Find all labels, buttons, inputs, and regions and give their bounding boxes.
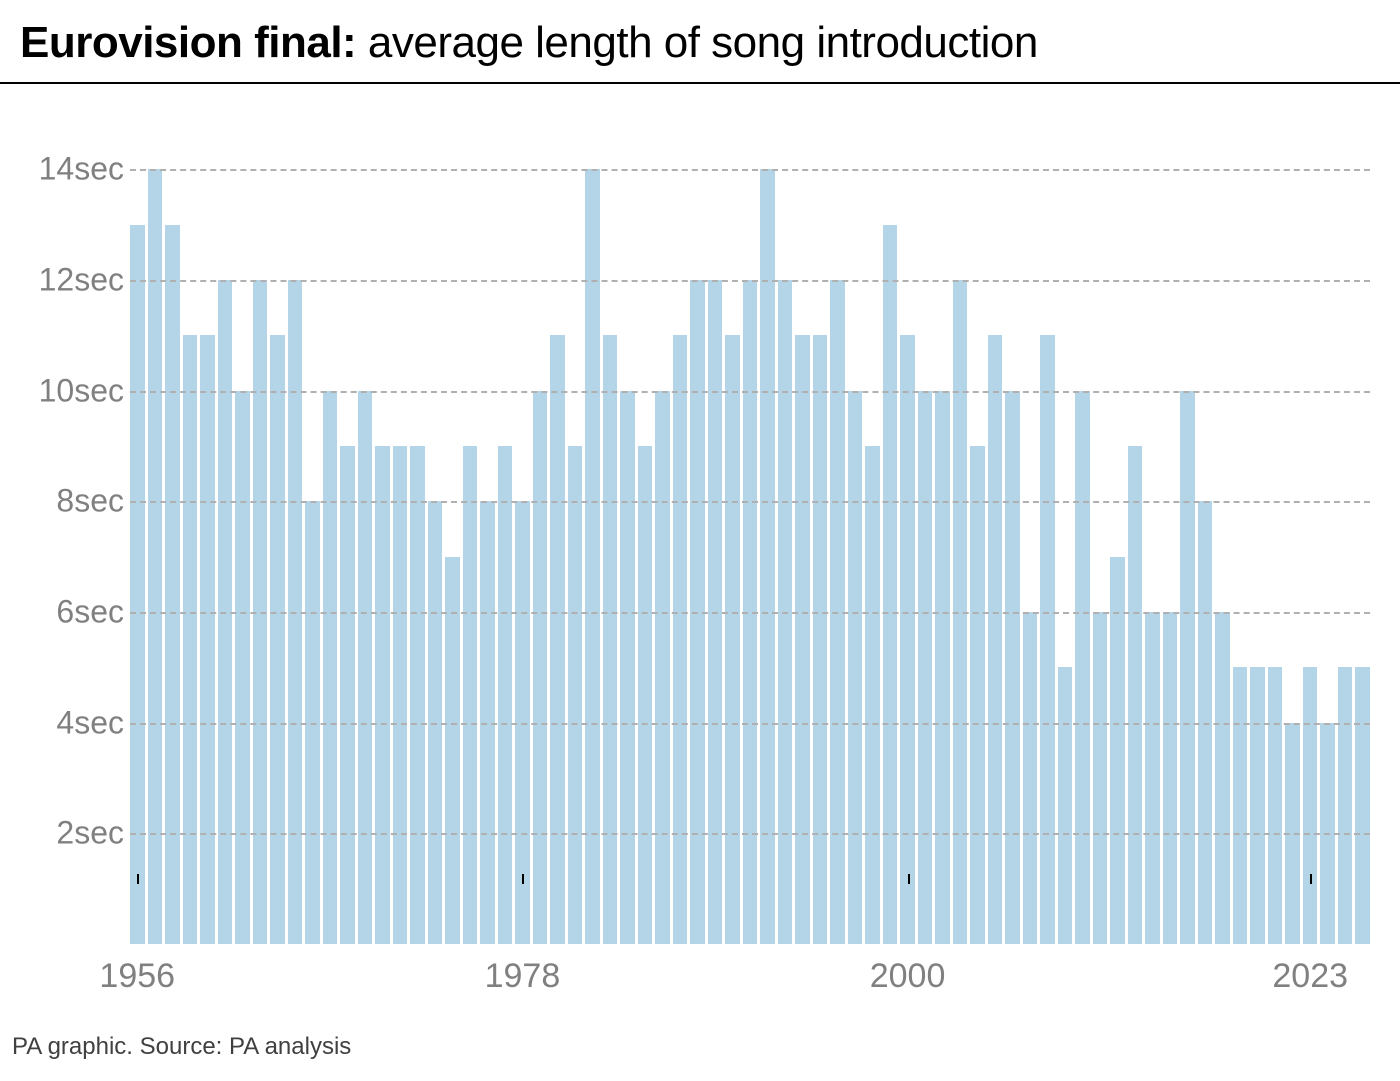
y-axis-label: 14sec xyxy=(39,151,124,188)
gridline xyxy=(130,612,1370,614)
bar xyxy=(918,391,933,944)
x-tick xyxy=(137,874,139,884)
gridline xyxy=(130,280,1370,282)
bar xyxy=(1355,667,1370,944)
bar xyxy=(323,391,338,944)
gridline xyxy=(130,833,1370,835)
bar xyxy=(655,391,670,944)
bar xyxy=(1093,612,1108,944)
x-axis xyxy=(130,874,1370,884)
bar xyxy=(638,446,653,944)
plot-area xyxy=(130,114,1370,944)
bar xyxy=(340,446,355,944)
bar xyxy=(393,446,408,944)
title-bold: Eurovision final: xyxy=(20,18,356,67)
bar xyxy=(183,335,198,944)
bar xyxy=(1338,667,1353,944)
bar xyxy=(603,335,618,944)
bar xyxy=(1075,391,1090,944)
gridline xyxy=(130,501,1370,503)
bar xyxy=(410,446,425,944)
bar xyxy=(620,391,635,944)
bar xyxy=(1023,612,1038,944)
bars-container xyxy=(130,114,1370,944)
x-axis-label: 2023 xyxy=(1272,957,1348,996)
bar xyxy=(585,169,600,944)
bar xyxy=(1005,391,1020,944)
bar xyxy=(1058,667,1073,944)
gridline xyxy=(130,391,1370,393)
bar xyxy=(1180,391,1195,944)
bar xyxy=(935,391,950,944)
bar xyxy=(200,335,215,944)
bar xyxy=(1233,667,1248,944)
title-divider xyxy=(0,82,1400,84)
x-axis-label: 2000 xyxy=(870,957,946,996)
bar xyxy=(1145,612,1160,944)
bar xyxy=(235,391,250,944)
bar xyxy=(130,225,145,944)
bar xyxy=(533,391,548,944)
y-axis-label: 2sec xyxy=(56,815,124,852)
bar xyxy=(725,335,740,944)
chart: 2sec 4sec 6sec 8sec 10sec 12sec 14sec 1956 1978… xyxy=(20,114,1380,1014)
x-axis-label: 1956 xyxy=(99,957,175,996)
bar xyxy=(148,169,163,944)
bar xyxy=(900,335,915,944)
y-axis-label: 12sec xyxy=(39,262,124,299)
bar xyxy=(1303,667,1318,944)
bar xyxy=(375,446,390,944)
bar xyxy=(463,446,478,944)
source-text: PA graphic. Source: PA analysis xyxy=(12,1033,351,1061)
bar xyxy=(498,446,513,944)
bar xyxy=(1268,667,1283,944)
bar xyxy=(1128,446,1143,944)
chart-title: Eurovision final: average length of song… xyxy=(0,0,1400,82)
y-axis-label: 8sec xyxy=(56,483,124,520)
bar xyxy=(445,557,460,944)
bar xyxy=(883,225,898,944)
x-tick xyxy=(1310,874,1312,884)
bar xyxy=(673,335,688,944)
bar xyxy=(988,335,1003,944)
y-axis-label: 10sec xyxy=(39,372,124,409)
gridline xyxy=(130,169,1370,171)
bar xyxy=(970,446,985,944)
bar xyxy=(550,335,565,944)
bar xyxy=(1110,557,1125,944)
bar xyxy=(1250,667,1265,944)
x-tick xyxy=(522,874,524,884)
bar xyxy=(848,391,863,944)
x-tick xyxy=(908,874,910,884)
bar xyxy=(760,169,775,944)
bar xyxy=(865,446,880,944)
y-axis-label: 6sec xyxy=(56,594,124,631)
bar xyxy=(1215,612,1230,944)
bar xyxy=(813,335,828,944)
bar xyxy=(568,446,583,944)
x-axis-label: 1978 xyxy=(485,957,561,996)
title-regular: average length of song introduction xyxy=(356,18,1038,67)
y-axis-label: 4sec xyxy=(56,704,124,741)
gridline xyxy=(130,723,1370,725)
bar xyxy=(270,335,285,944)
bar xyxy=(165,225,180,944)
bar xyxy=(358,391,373,944)
bar xyxy=(795,335,810,944)
bar xyxy=(1163,612,1178,944)
bar xyxy=(1040,335,1055,944)
